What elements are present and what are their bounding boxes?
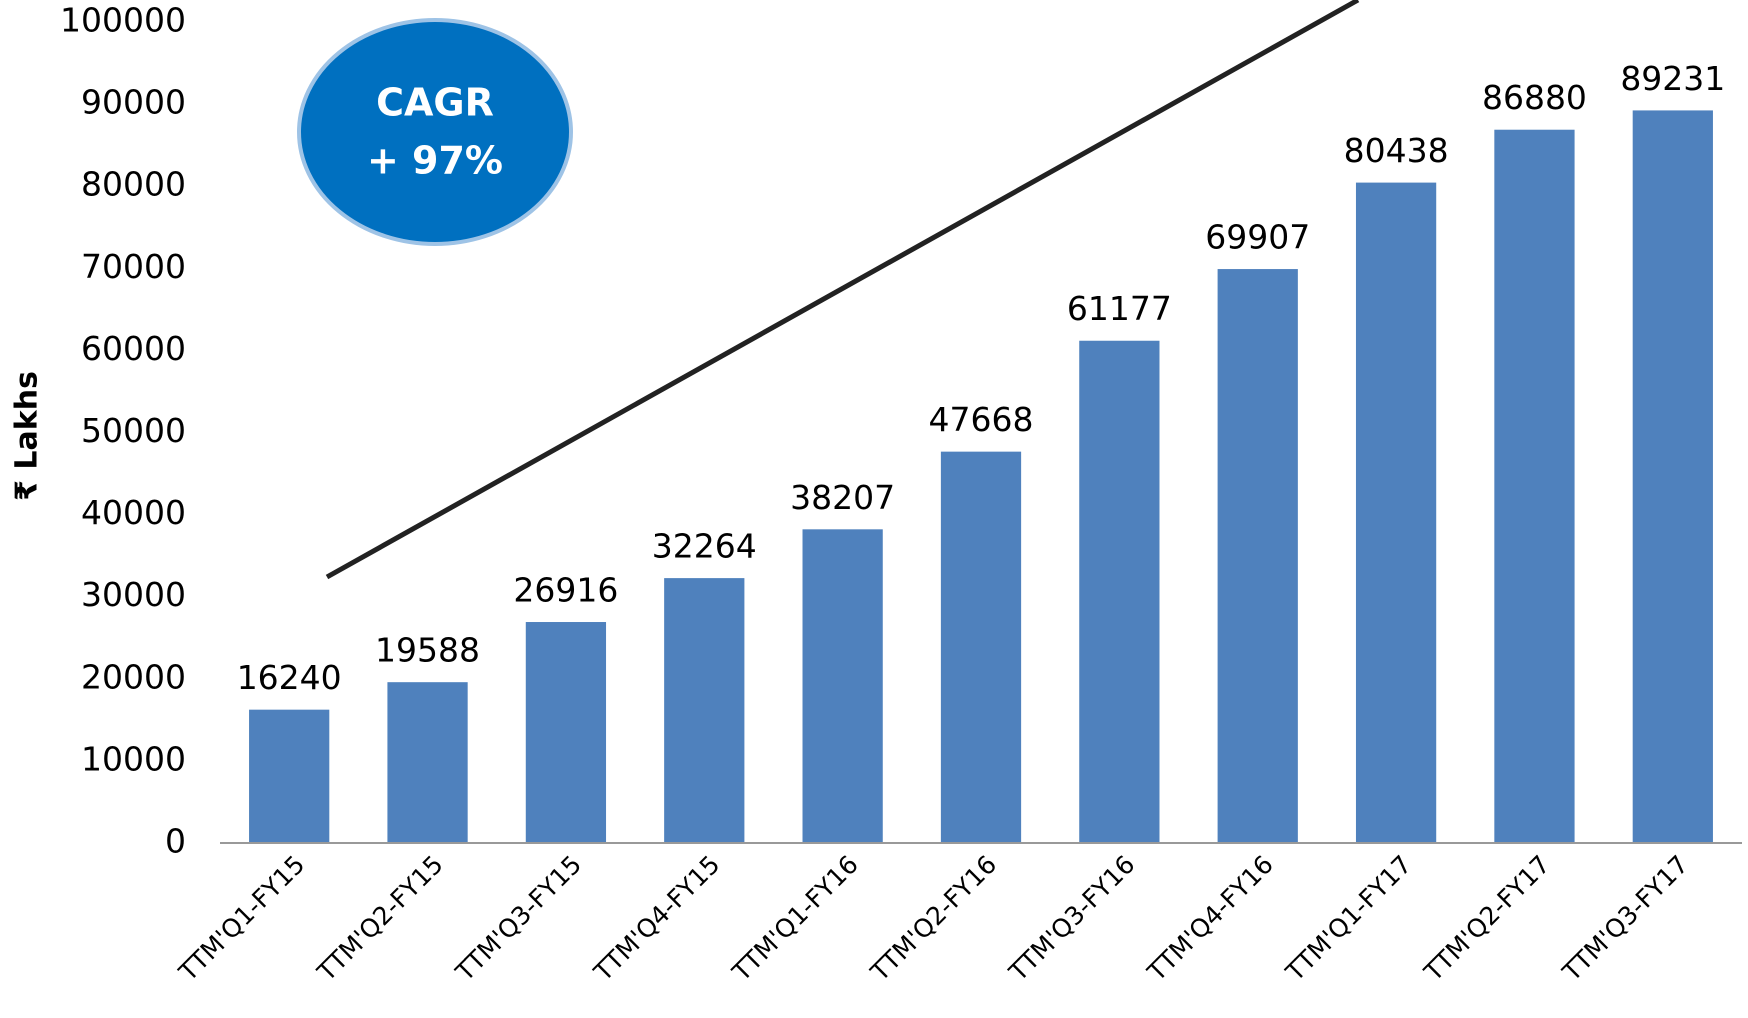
y-tick-label: 60000 (81, 329, 186, 368)
trend-arrow (325, 0, 1360, 580)
bar (1217, 269, 1298, 843)
x-tick-label: TTM'Q3-FY17 (1556, 850, 1694, 988)
data-label: 32264 (652, 527, 757, 566)
y-tick-label: 50000 (81, 411, 186, 450)
y-tick-label: 80000 (81, 165, 186, 204)
x-tick-label: TTM'Q1-FY16 (726, 850, 864, 988)
data-label: 86880 (1482, 78, 1587, 117)
bar (940, 451, 1022, 843)
data-label: 69907 (1205, 218, 1310, 257)
y-tick-label: 30000 (81, 575, 186, 614)
data-label: 26916 (513, 571, 618, 610)
data-label: 61177 (1067, 289, 1172, 328)
x-tick-label: TTM'Q3-FY15 (449, 850, 587, 988)
y-tick-label: 40000 (81, 493, 186, 532)
bar (387, 682, 468, 843)
bar (802, 529, 883, 843)
y-tick-label: 100000 (60, 1, 186, 40)
y-tick-label: 20000 (81, 657, 186, 696)
x-tick-label: TTM'Q1-FY17 (1280, 850, 1418, 988)
bar (1632, 110, 1713, 843)
data-label: 16240 (237, 658, 342, 697)
annotation-line: + 97% (367, 139, 503, 183)
bar (525, 622, 607, 843)
x-tick-label: TTM'Q2-FY17 (1418, 850, 1556, 988)
y-tick-label: 0 (165, 822, 186, 861)
y-axis-label: ₹ Lakhs (10, 371, 45, 501)
y-tick-label: 90000 (81, 83, 186, 122)
x-tick-label: TTM'Q4-FY15 (588, 850, 726, 988)
data-label: 38207 (790, 478, 895, 517)
data-label: 19588 (375, 631, 480, 670)
annotation-line: CAGR (376, 81, 494, 125)
data-label: 47668 (929, 400, 1034, 439)
x-tick-label: TTM'Q1-FY15 (173, 850, 311, 988)
x-tick-label: TTM'Q2-FY16 (865, 850, 1003, 988)
y-tick-label: 70000 (81, 247, 186, 286)
data-label: 80438 (1344, 131, 1449, 170)
data-label: 89231 (1620, 59, 1725, 98)
cagr-badge (297, 18, 573, 246)
bar (249, 709, 330, 843)
y-tick-label: 10000 (81, 739, 186, 778)
bar (1494, 129, 1575, 843)
x-tick-label: TTM'Q4-FY16 (1141, 850, 1279, 988)
x-tick-label: TTM'Q2-FY15 (311, 850, 449, 988)
bar (1355, 182, 1437, 844)
bar (664, 578, 745, 843)
x-tick-label: TTM'Q3-FY16 (1003, 850, 1141, 988)
bar (1079, 340, 1160, 843)
